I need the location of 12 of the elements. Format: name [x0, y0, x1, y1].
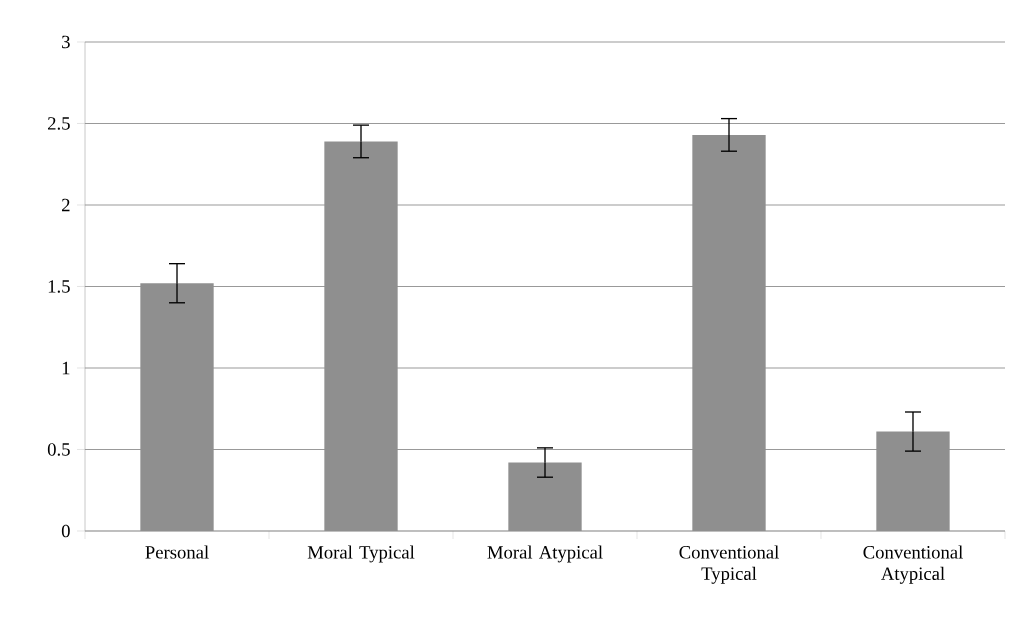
y-tick-label: 1 — [62, 361, 70, 375]
y-tick-label: 3 — [62, 35, 70, 49]
y-tick-label: 2.5 — [48, 117, 70, 130]
x-tick-label: Conventional Typical — [679, 545, 779, 584]
x-tick-label: Moral Atypical — [487, 545, 603, 563]
y-tick-label: 0.5 — [47, 443, 70, 456]
x-tick-label: Moral Typical — [307, 545, 415, 563]
y-tick-label: 1.5 — [48, 280, 70, 293]
y-tick-label: 2 — [62, 198, 70, 212]
y-tick-label: 0 — [61, 524, 70, 538]
x-tick-label: Conventional Atypical — [863, 545, 963, 584]
x-tick-label: Personal — [145, 545, 209, 559]
